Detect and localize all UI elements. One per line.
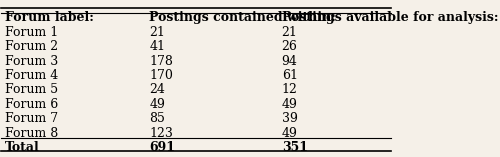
Text: Forum 4: Forum 4 — [6, 69, 59, 82]
Text: 41: 41 — [150, 40, 166, 53]
Text: Forum 8: Forum 8 — [6, 127, 59, 140]
Text: 49: 49 — [282, 127, 298, 140]
Text: Forum 6: Forum 6 — [6, 98, 59, 111]
Text: Forum 2: Forum 2 — [6, 40, 59, 53]
Text: 94: 94 — [282, 55, 298, 68]
Text: 61: 61 — [282, 69, 298, 82]
Text: 26: 26 — [282, 40, 298, 53]
Text: Forum 7: Forum 7 — [6, 112, 59, 125]
Text: 21: 21 — [282, 26, 298, 39]
Text: 178: 178 — [150, 55, 173, 68]
Text: 49: 49 — [150, 98, 165, 111]
Text: 351: 351 — [282, 141, 308, 154]
Text: 691: 691 — [150, 141, 176, 154]
Text: Forum label:: Forum label: — [6, 11, 94, 24]
Text: Total: Total — [6, 141, 40, 154]
Text: 24: 24 — [150, 83, 165, 96]
Text: 49: 49 — [282, 98, 298, 111]
Text: Forum 3: Forum 3 — [6, 55, 59, 68]
Text: 39: 39 — [282, 112, 298, 125]
Text: 123: 123 — [150, 127, 173, 140]
Text: Postings contained within:: Postings contained within: — [150, 11, 336, 24]
Text: 170: 170 — [150, 69, 173, 82]
Text: Forum 5: Forum 5 — [6, 83, 59, 96]
Text: 21: 21 — [150, 26, 165, 39]
Text: Postings available for analysis:: Postings available for analysis: — [282, 11, 498, 24]
Text: 85: 85 — [150, 112, 165, 125]
Text: 12: 12 — [282, 83, 298, 96]
Text: Forum 1: Forum 1 — [6, 26, 59, 39]
